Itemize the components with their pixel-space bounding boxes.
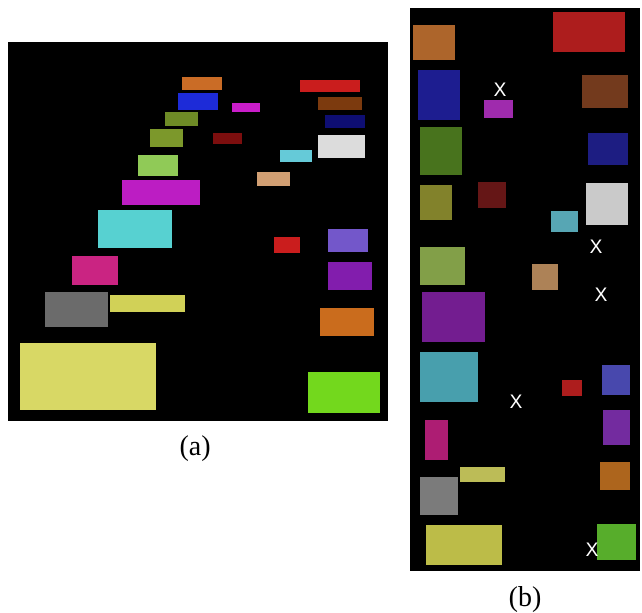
- segment: [257, 172, 290, 186]
- segment: [420, 185, 452, 220]
- missing-marker: X: [494, 80, 507, 101]
- missing-marker: X: [586, 540, 599, 561]
- segment: [182, 77, 222, 90]
- segment: [150, 129, 183, 147]
- segment: [422, 292, 485, 342]
- segment: [178, 93, 218, 110]
- missing-marker: X: [510, 392, 523, 413]
- segment: [603, 410, 630, 445]
- segment: [420, 247, 465, 285]
- segment: [232, 103, 260, 112]
- segment: [328, 229, 368, 252]
- segment: [562, 380, 582, 396]
- segment: [328, 262, 372, 290]
- segment: [45, 292, 108, 327]
- segment: [98, 210, 172, 248]
- segment: [582, 75, 628, 108]
- segment: [588, 133, 628, 165]
- segment: [418, 70, 460, 120]
- missing-marker: X: [595, 285, 608, 306]
- segment: [553, 12, 625, 52]
- segment: [484, 100, 513, 118]
- segment: [586, 183, 628, 225]
- segment: [122, 180, 200, 205]
- segment: [420, 477, 458, 515]
- segment: [425, 420, 448, 460]
- segment: [318, 97, 362, 110]
- segment: [460, 467, 505, 482]
- segment: [597, 524, 636, 560]
- panel-b-label: (b): [509, 582, 542, 613]
- panel-a-label: (a): [179, 431, 210, 462]
- segment: [600, 462, 630, 490]
- segment: [308, 372, 380, 413]
- segment: [280, 150, 312, 162]
- segment: [274, 237, 300, 253]
- segment: [20, 343, 156, 410]
- figure: (a) (b) X X X X X: [0, 0, 642, 613]
- segment: [413, 25, 455, 60]
- segment: [478, 182, 506, 208]
- segment: [420, 352, 478, 402]
- segment: [532, 264, 558, 290]
- segment: [320, 308, 374, 336]
- segment: [325, 115, 365, 128]
- segment: [318, 135, 365, 158]
- segment: [300, 80, 360, 92]
- segment: [213, 133, 242, 144]
- segment: [420, 127, 462, 175]
- segment: [602, 365, 630, 395]
- segment: [551, 211, 578, 232]
- segment: [72, 256, 118, 285]
- segment: [426, 525, 502, 565]
- missing-marker: X: [590, 237, 603, 258]
- segment: [138, 155, 178, 176]
- segment: [165, 112, 198, 126]
- segment: [110, 295, 185, 312]
